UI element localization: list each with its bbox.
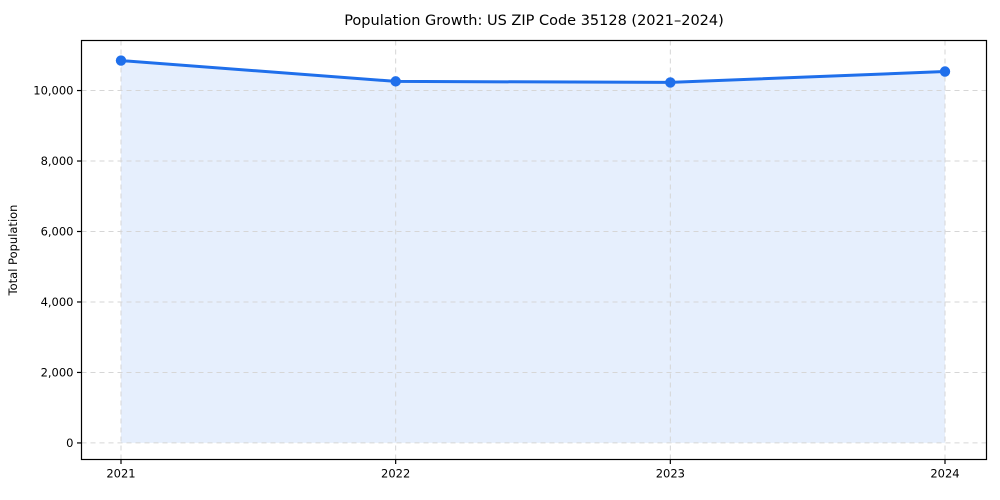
grid-layer <box>81 40 987 460</box>
y-tick-label: 0 <box>66 436 73 450</box>
x-tick-label: 2022 <box>381 467 410 481</box>
data-point-marker <box>665 77 676 88</box>
data-point-marker <box>939 66 951 77</box>
y-tick-label: 2,000 <box>41 365 74 379</box>
area-layer <box>121 60 945 443</box>
axes-frame <box>80 39 988 461</box>
y-tick-label: 8,000 <box>41 154 74 168</box>
y-tick-label: 6,000 <box>41 224 74 238</box>
x-tick-label: 2024 <box>930 467 959 481</box>
x-tick-label: 2023 <box>656 467 685 481</box>
chart-title: Population Growth: US ZIP Code 35128 (20… <box>344 13 724 29</box>
ticks-layer: 0 2,000 4,000 6,000 8,000 10,000 2021 2022 2023 2… <box>33 84 959 481</box>
plot-frame <box>80 39 988 461</box>
y-tick-label: 4,000 <box>41 295 74 309</box>
series-layer <box>115 55 951 88</box>
y-axis-label: Total Population <box>6 205 20 297</box>
area-fill <box>121 60 945 443</box>
x-tick-label: 2021 <box>106 467 135 481</box>
data-point-marker <box>115 55 127 66</box>
y-tick-label: 10,000 <box>33 84 73 98</box>
data-point-marker <box>390 76 401 87</box>
data-line <box>119 59 947 84</box>
